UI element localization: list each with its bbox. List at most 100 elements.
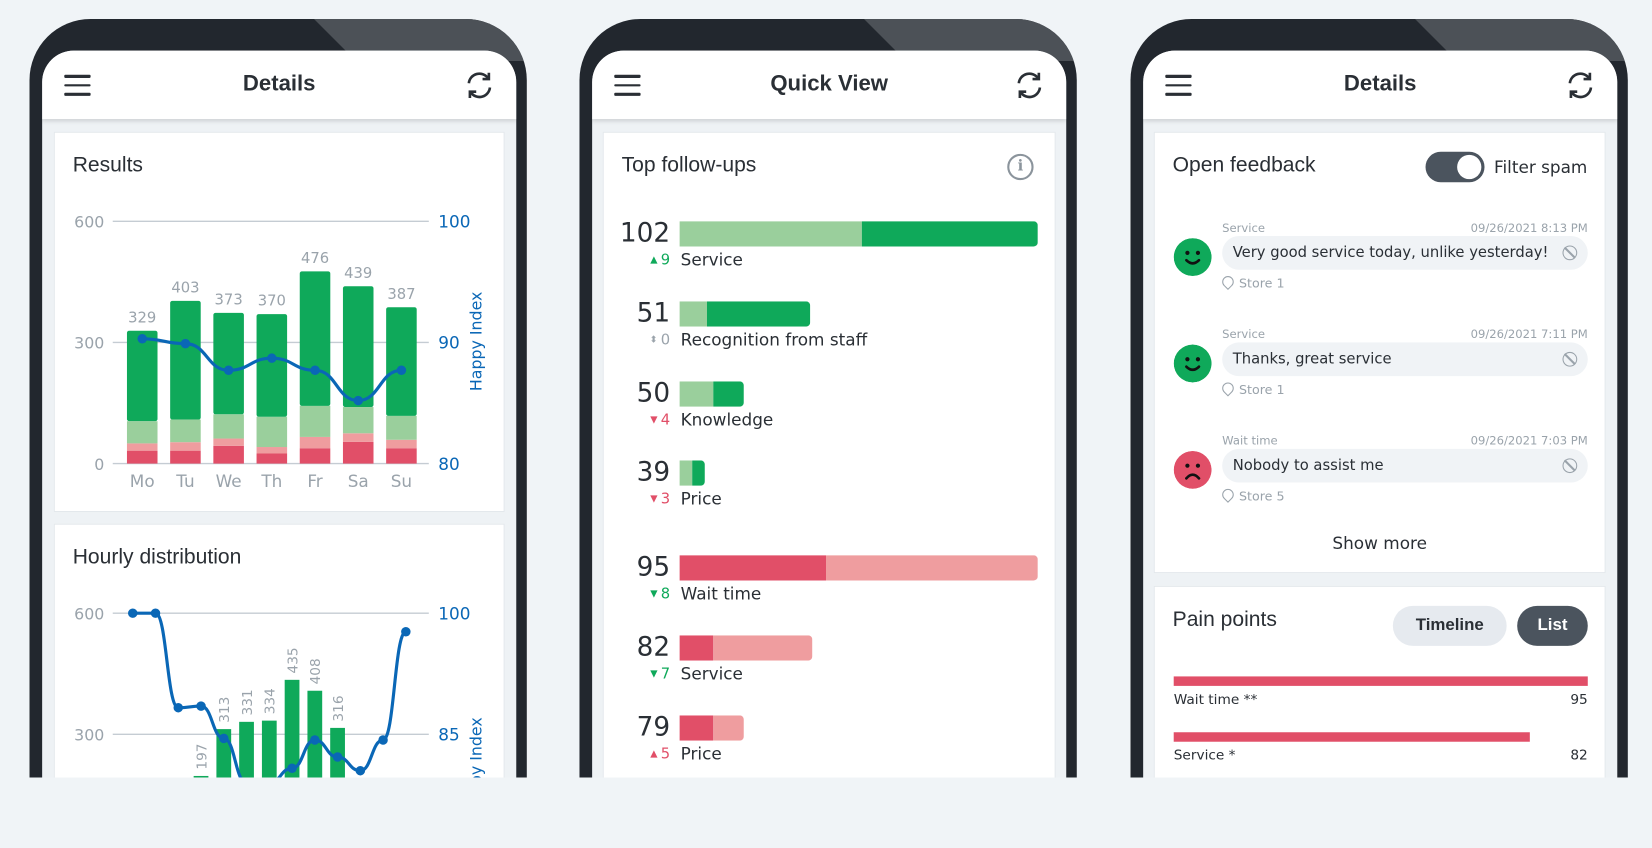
feedback-text[interactable]: Very good service today, unlike yesterda…: [1222, 236, 1588, 270]
bar-total-label: 373: [215, 292, 243, 309]
filter-spam-toggle[interactable]: [1425, 151, 1485, 183]
feedback-date: 09/26/2021 7:03 PM: [1470, 434, 1588, 448]
bar-segment-red: [170, 450, 201, 464]
sad-face-icon: [1173, 450, 1212, 489]
follow-up-item[interactable]: 95 ▼ 8 Wait time: [604, 551, 1057, 614]
happy-index-point: [355, 765, 366, 776]
bar-total-label: 329: [128, 309, 156, 326]
bar-dark-segment: [679, 635, 713, 661]
app-header: Quick View: [592, 50, 1067, 120]
bar-light-segment: [712, 635, 813, 661]
happy-index-point: [401, 627, 411, 637]
follow-ups-card: Top follow-ups i 102 ▲ 9 Service 51 ⬍ 0 Rec…: [602, 131, 1057, 778]
bar-dark-segment: [862, 221, 1038, 247]
y-tick-label: 600: [74, 213, 104, 232]
feedback-text[interactable]: Nobody to assist me: [1222, 448, 1588, 483]
show-more-button[interactable]: Show more: [1332, 533, 1427, 554]
app-header: Details: [42, 50, 517, 120]
pain-point-bar: [1173, 732, 1530, 742]
hourly-chart: 300 600 85 100 Happy Index 197 313 331 334 435 408…: [74, 604, 485, 778]
y-tick-label: 300: [74, 334, 104, 353]
follow-up-item[interactable]: 102 ▲ 9 Service: [604, 217, 1057, 280]
bar-segment-red: [126, 450, 158, 464]
follow-up-bar: [679, 301, 811, 327]
refresh-icon[interactable]: [1565, 70, 1597, 102]
happy-index-point: [378, 735, 388, 745]
feedback-text[interactable]: Thanks, great service: [1222, 342, 1588, 377]
happy-index-point: [332, 752, 343, 762]
bar-segment-light_red: [126, 443, 158, 451]
hourly-bar-label: 197: [194, 743, 210, 769]
store-name: Store 5: [1239, 488, 1285, 504]
menu-icon[interactable]: [1165, 74, 1192, 96]
bar-segment-red: [386, 448, 417, 464]
pain-points-title: Pain points: [1172, 607, 1277, 632]
hourly-card: Hourly distribution 300 600 85 100 Happy Ind…: [53, 523, 505, 778]
trend-indicator: ▼ 7: [650, 666, 670, 683]
bar-segment-green: [386, 307, 417, 416]
bar-dark-segment: [706, 301, 811, 327]
mark-spam-icon[interactable]: [1562, 458, 1578, 474]
pain-point-item[interactable]: Wait time ** 95: [1173, 676, 1588, 723]
menu-icon[interactable]: [64, 74, 91, 96]
trend-value: 3: [660, 490, 671, 508]
follow-up-label: Price: [680, 488, 722, 509]
feedback-date: 09/26/2021 7:11 PM: [1470, 327, 1588, 342]
info-icon[interactable]: i: [1007, 153, 1034, 181]
x-tick-label: We: [216, 471, 242, 491]
hourly-bar: [239, 721, 254, 778]
x-tick-label: Mo: [130, 471, 155, 491]
trend-flat-icon: ⬍: [649, 335, 658, 346]
bar-segment-light_red: [170, 442, 201, 451]
page-title: Details: [1343, 71, 1417, 96]
bar-total-label: 439: [344, 265, 372, 282]
bar-segment-light_red: [342, 433, 374, 442]
menu-icon[interactable]: [614, 74, 641, 96]
list-button[interactable]: List: [1517, 605, 1588, 646]
pain-point-item[interactable]: Service * 82: [1173, 732, 1588, 777]
timeline-button[interactable]: Timeline: [1392, 605, 1507, 646]
bar-segment-red: [213, 445, 244, 464]
feedback-store: Store 1: [1219, 273, 1285, 291]
bar-dark-segment: [679, 715, 714, 741]
follow-up-item[interactable]: 39 ▼ 3 Price: [604, 456, 1057, 519]
trend-value: 4: [660, 411, 671, 429]
bar-segment-green: [170, 300, 201, 420]
trend-down-icon: ▼: [650, 494, 658, 505]
feedback-item[interactable]: Service 09/26/2021 8:13 PM Very good ser…: [1155, 221, 1607, 312]
mark-spam-icon[interactable]: [1562, 245, 1578, 261]
results-card: Results 0 300 600 80 90 100 Happy Index 329 Mo 40…: [53, 131, 505, 513]
trend-up-icon: ▲: [650, 254, 658, 266]
trend-value: 8: [660, 585, 671, 603]
happy-index-point: [196, 701, 206, 711]
follow-up-count: 95: [636, 551, 671, 582]
happy-index-point: [128, 608, 138, 618]
trend-indicator: ▼ 4: [650, 412, 670, 429]
store-name: Store 1: [1239, 382, 1285, 398]
bar-light-segment: [713, 715, 744, 741]
bar-segment-red: [342, 441, 374, 464]
hourly-bar: [261, 720, 277, 778]
trend-indicator: ▲ 5: [650, 746, 670, 763]
refresh-icon[interactable]: [464, 70, 496, 102]
x-tick-label: Tu: [175, 471, 194, 491]
happy-index-point: [223, 365, 234, 376]
page-title: Quick View: [770, 71, 889, 96]
toggle-knob: [1457, 154, 1482, 180]
bar-light-segment: [679, 221, 863, 247]
page-title: Details: [242, 71, 316, 96]
x-tick-label: Th: [260, 471, 282, 491]
follow-up-item[interactable]: 50 ▼ 4 Knowledge: [604, 377, 1057, 440]
mark-spam-icon[interactable]: [1562, 351, 1578, 367]
refresh-icon[interactable]: [1014, 70, 1046, 102]
trend-up-icon: ▲: [650, 749, 658, 760]
feedback-item[interactable]: Service 09/26/2021 7:11 PM Thanks, great…: [1155, 328, 1607, 418]
follow-up-bar: [679, 221, 1038, 247]
trend-value: 9: [660, 251, 671, 269]
follow-up-item[interactable]: 51 ⬍ 0 Recognition from staff: [604, 297, 1057, 360]
feedback-item[interactable]: Wait time 09/26/2021 7:03 PM Nobody to a…: [1155, 434, 1607, 524]
follow-up-item[interactable]: 79 ▲ 5 Price: [604, 711, 1057, 774]
trend-indicator: ▼ 8: [650, 586, 670, 603]
follow-up-count: 39: [636, 456, 671, 487]
follow-up-item[interactable]: 82 ▼ 7 Service: [604, 631, 1057, 694]
